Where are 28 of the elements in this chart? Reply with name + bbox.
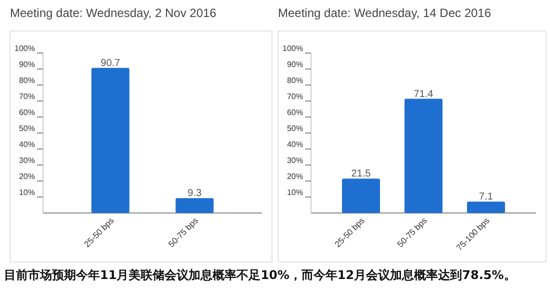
y-tick-label: 70%: [286, 92, 303, 101]
y-tick-label: 60%: [286, 108, 303, 117]
y-tick-label: 30%: [18, 156, 35, 165]
y-tick-label: 60%: [18, 108, 35, 117]
data-label: 90.7: [100, 58, 121, 69]
data-label: 9.3: [188, 188, 202, 200]
y-tick-label: 100%: [282, 44, 303, 53]
y-tick-label: 20%: [286, 172, 303, 181]
y-tick-label: 50%: [286, 124, 303, 133]
y-tick-label: 20%: [18, 172, 35, 181]
data-label: 21.5: [351, 168, 372, 180]
y-tick-label: 10%: [286, 188, 303, 197]
y-tick-label: 90%: [286, 60, 303, 69]
chart-title: Meeting date: Wednesday, 2 Nov 2016: [10, 6, 217, 20]
y-tick-label: 50%: [18, 124, 35, 133]
y-tick-label: 40%: [18, 140, 35, 149]
y-tick-label: 40%: [286, 140, 303, 149]
text: 目前市场预期今年11月美联储会议加息概率不足10%，而今年12月会议加息概率达到78.5%。: [4, 267, 517, 284]
y-tick-label: 70%: [18, 92, 35, 101]
chart-title: Meeting date: Wednesday, 14 Dec 2016: [278, 6, 492, 20]
y-tick-label: 100%: [14, 44, 35, 53]
y-tick-label: 10%: [18, 188, 35, 197]
data-label: 7.1: [479, 192, 494, 203]
y-tick-label: 80%: [18, 76, 35, 85]
y-tick-label: 90%: [18, 60, 35, 69]
y-tick-label: 30%: [286, 156, 303, 165]
data-label: 71.4: [414, 88, 434, 100]
y-tick-label: 80%: [286, 76, 303, 85]
